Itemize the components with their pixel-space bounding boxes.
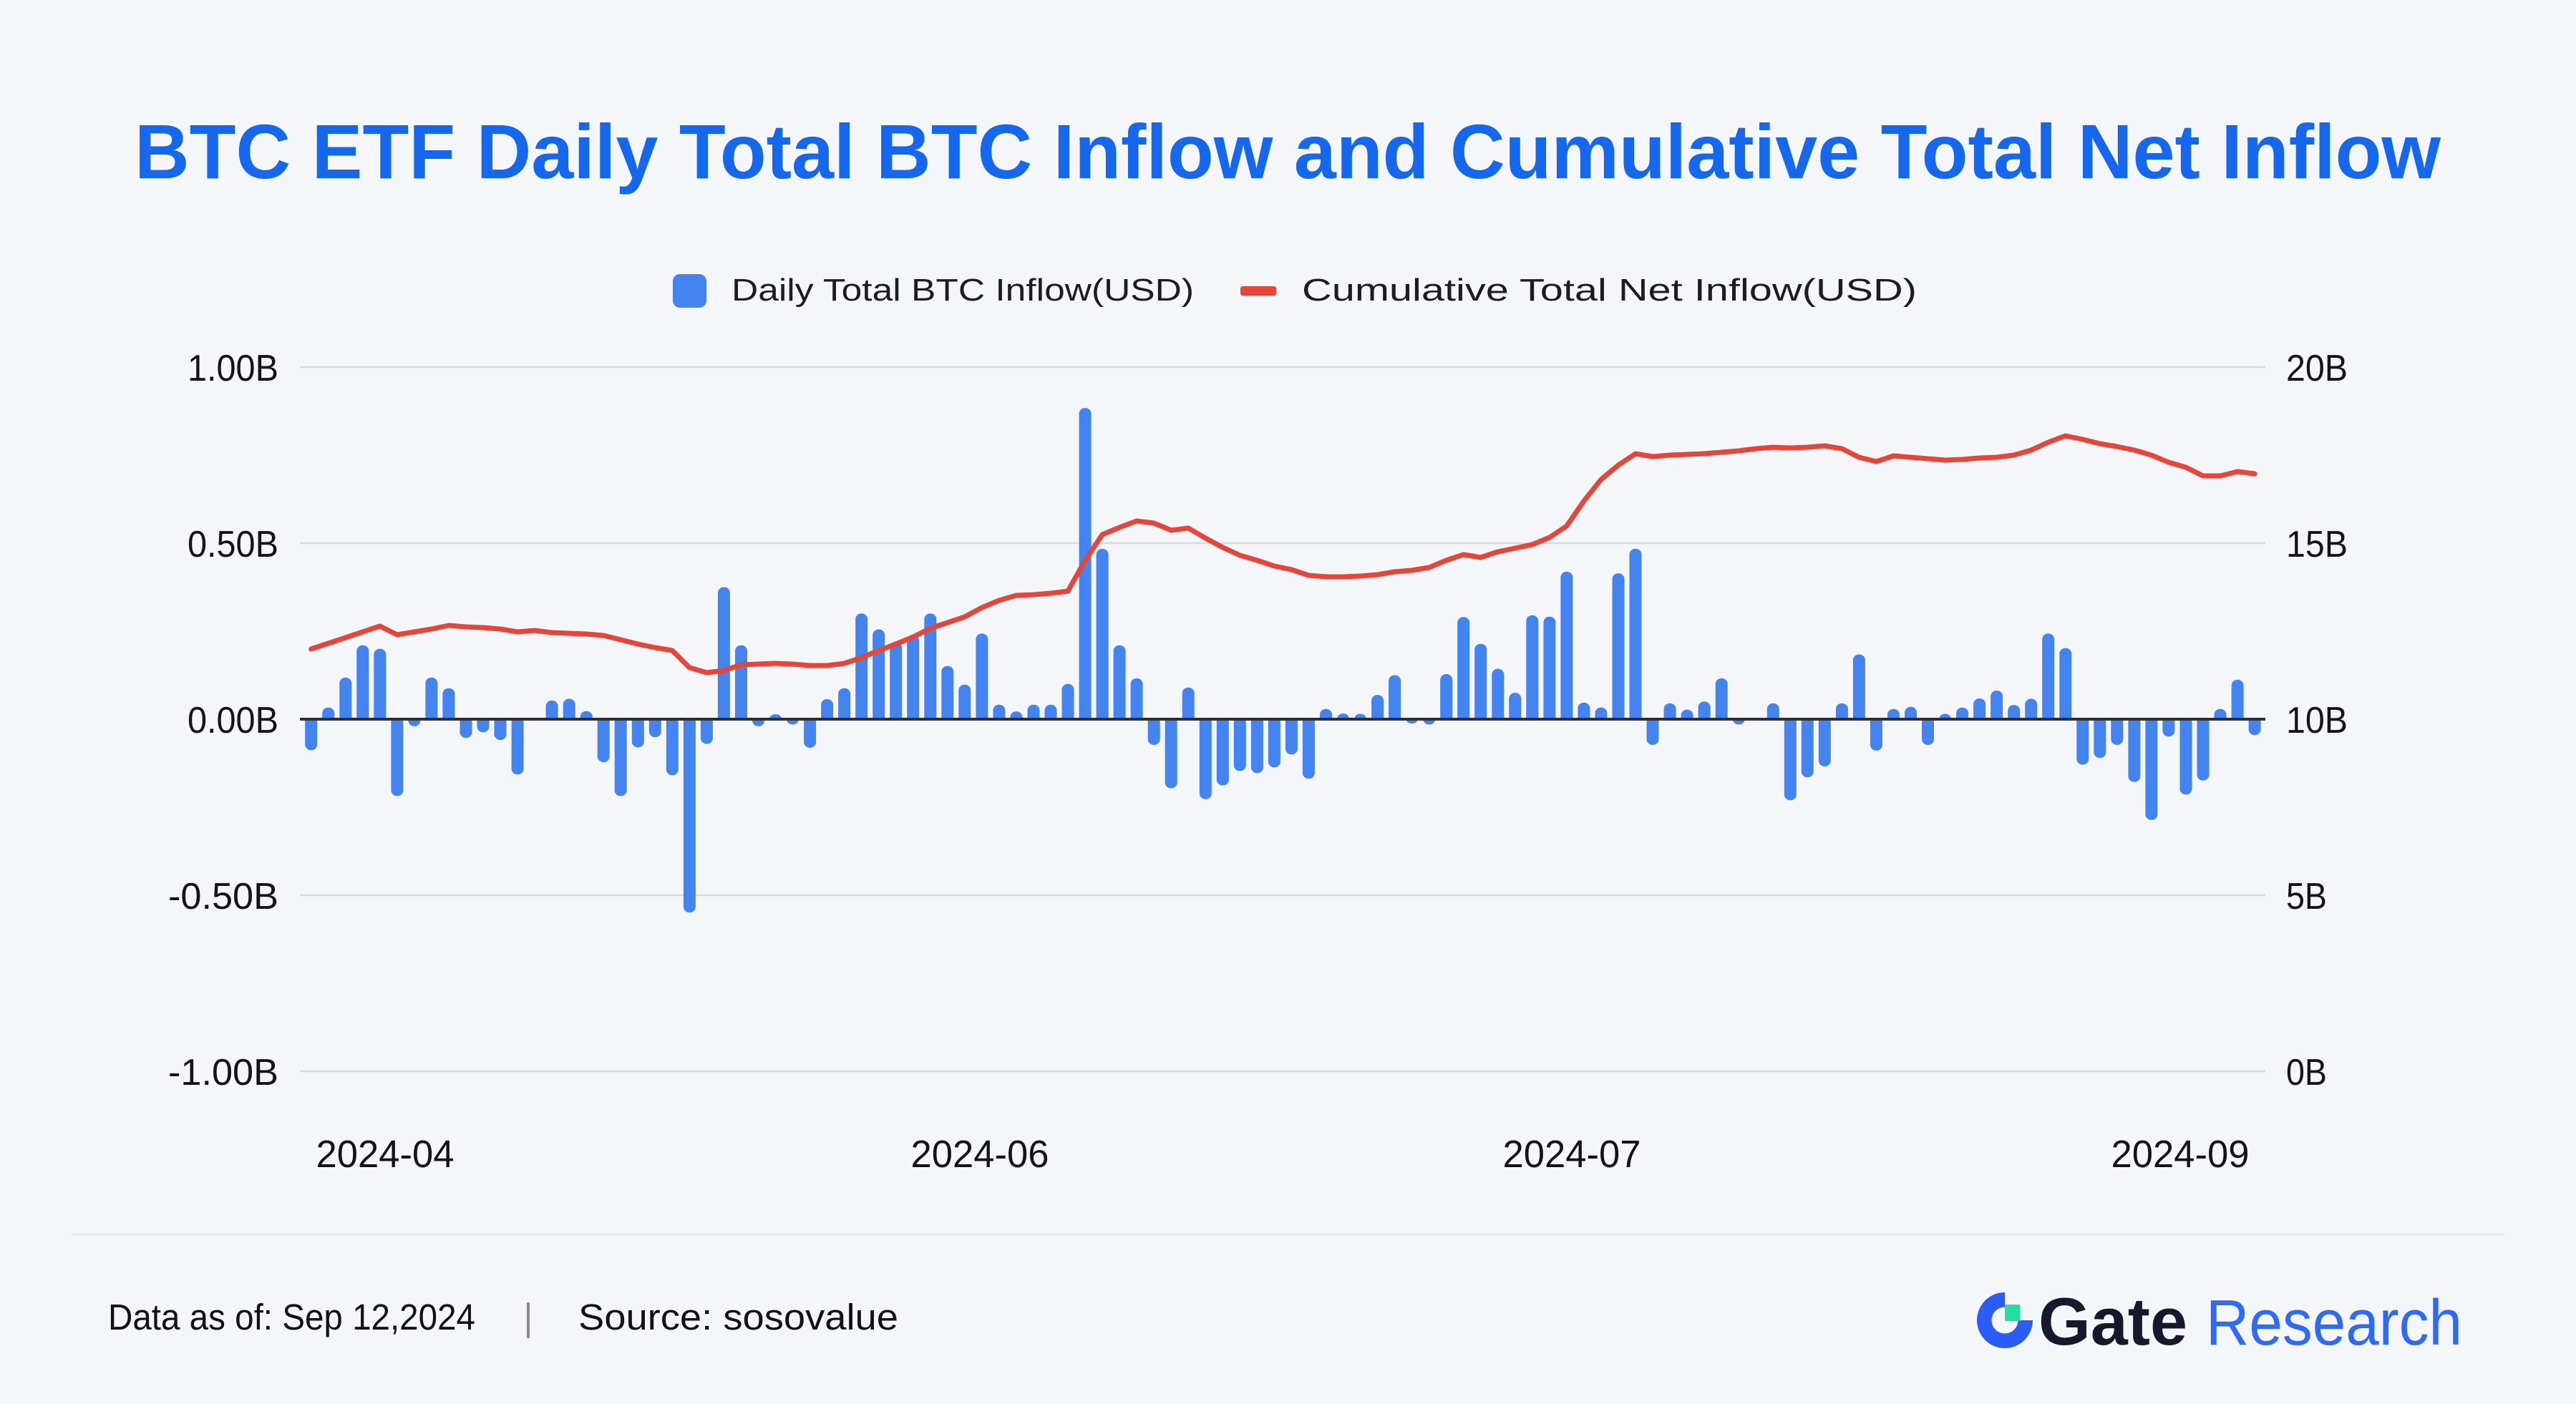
svg-text:Data as of: Sep 12,2024: Data as of: Sep 12,2024 bbox=[108, 1297, 475, 1337]
svg-text:Research: Research bbox=[2206, 1287, 2462, 1359]
svg-text:Gate: Gate bbox=[2038, 1284, 2187, 1359]
svg-text:Source: sosovalue: Source: sosovalue bbox=[578, 1297, 898, 1337]
svg-text:-1.00B: -1.00B bbox=[168, 1052, 278, 1093]
svg-text:2024-07: 2024-07 bbox=[1503, 1133, 1641, 1176]
svg-text:2024-04: 2024-04 bbox=[316, 1133, 455, 1176]
svg-text:Daily Total BTC Inflow(USD): Daily Total BTC Inflow(USD) bbox=[732, 273, 1194, 308]
svg-text:5B: 5B bbox=[2286, 876, 2327, 917]
svg-text:0B: 0B bbox=[2286, 1052, 2327, 1093]
svg-text:1.00B: 1.00B bbox=[188, 348, 278, 389]
svg-text:-0.50B: -0.50B bbox=[168, 876, 278, 917]
svg-text:20B: 20B bbox=[2286, 348, 2348, 389]
svg-text:Cumulative Total Net Inflow(US: Cumulative Total Net Inflow(USD) bbox=[1302, 273, 1917, 308]
svg-text:0.50B: 0.50B bbox=[188, 524, 278, 565]
svg-text:10B: 10B bbox=[2286, 700, 2348, 741]
svg-text:2024-09: 2024-09 bbox=[2111, 1133, 2250, 1176]
svg-text:BTC ETF Daily Total BTC Inflow: BTC ETF Daily Total BTC Inflow and Cumul… bbox=[135, 108, 2441, 195]
svg-text:15B: 15B bbox=[2286, 524, 2348, 565]
svg-text:0.00B: 0.00B bbox=[188, 700, 278, 741]
svg-text:2024-06: 2024-06 bbox=[911, 1133, 1049, 1176]
